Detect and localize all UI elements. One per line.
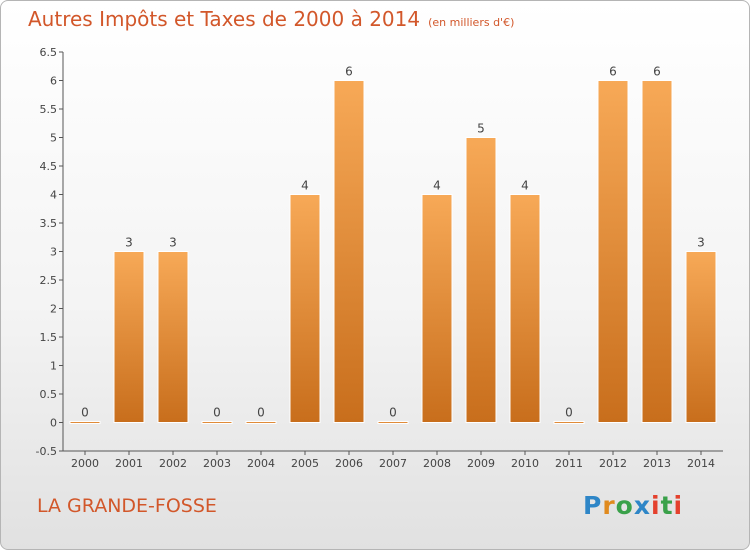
data-label: 0	[257, 406, 265, 420]
y-tick-label: 5.5	[40, 103, 58, 116]
logo-letter: o	[615, 491, 634, 520]
chart-title-group: Autres Impôts et Taxes de 2000 à 2014 (en…	[28, 7, 514, 31]
data-label: 3	[697, 236, 705, 250]
bar	[245, 421, 277, 424]
y-tick-label: 6.5	[40, 46, 58, 59]
x-tick-label: 2010	[511, 457, 539, 470]
data-label: 6	[653, 65, 661, 79]
x-tick-label: 2012	[599, 457, 627, 470]
bar	[113, 251, 145, 423]
x-tick-label: 2013	[643, 457, 671, 470]
y-tick-label: 3.5	[40, 217, 58, 230]
bar	[157, 251, 189, 423]
y-tick-label: 0	[50, 417, 57, 430]
commune-name: LA GRANDE-FOSSE	[37, 495, 217, 517]
x-tick-label: 2004	[247, 457, 275, 470]
logo-letter: P	[583, 491, 603, 520]
x-tick-label: 2011	[555, 457, 583, 470]
x-tick-label: 2014	[687, 457, 715, 470]
bar	[685, 251, 717, 423]
proxiti-logo: Proxiti	[583, 491, 683, 520]
chart-subtitle: (en milliers d'€)	[428, 16, 515, 29]
bar	[377, 421, 409, 424]
x-tick-label: 2007	[379, 457, 407, 470]
logo-letter: i	[673, 491, 684, 520]
bar	[553, 421, 585, 424]
data-label: 3	[125, 236, 133, 250]
data-label: 0	[565, 406, 573, 420]
data-label: 4	[301, 179, 309, 193]
bar	[509, 194, 541, 423]
chart-title: Autres Impôts et Taxes de 2000 à 2014	[28, 7, 421, 31]
x-tick-label: 2005	[291, 457, 319, 470]
data-label: 3	[169, 236, 177, 250]
bar	[289, 194, 321, 423]
data-label: 0	[81, 406, 89, 420]
bar	[421, 194, 453, 423]
data-label: 6	[345, 65, 353, 79]
y-tick-label: 4	[50, 189, 57, 202]
y-tick-label: 0.5	[40, 388, 58, 401]
bar	[201, 421, 233, 424]
x-tick-label: 2001	[115, 457, 143, 470]
y-tick-label: 6	[50, 75, 57, 88]
data-label: 0	[389, 406, 397, 420]
y-tick-label: 2.5	[40, 274, 58, 287]
y-tick-label: 1.5	[40, 331, 58, 344]
x-tick-label: 2000	[71, 457, 99, 470]
data-label: 6	[609, 65, 617, 79]
y-tick-label: 1	[50, 360, 57, 373]
data-label: 0	[213, 406, 221, 420]
logo-letter: r	[602, 491, 616, 520]
logo-letter: x	[633, 491, 651, 520]
x-tick-label: 2003	[203, 457, 231, 470]
y-tick-label: 4.5	[40, 160, 58, 173]
bar	[597, 80, 629, 423]
data-label: 5	[477, 122, 485, 136]
bar	[69, 421, 101, 424]
chart-axes: -0.5 0 0.5 1 1.5 2 2.5 3 3.5 4 4.5 5 5.5 6 6.5 2000 2001…	[36, 46, 723, 470]
y-tick-label: 2	[50, 303, 57, 316]
bar	[465, 137, 497, 423]
logo-letter: t	[660, 491, 674, 520]
x-tick-label: 2008	[423, 457, 451, 470]
y-tick-label: -0.5	[36, 445, 57, 458]
logo-letter: i	[651, 491, 661, 520]
chart-data-labels: 0 3 3 0 0 4 6 0 4 5 4 0 6 6 3	[81, 65, 705, 420]
y-tick-label: 3	[50, 246, 57, 259]
data-label: 4	[433, 179, 441, 193]
x-tick-label: 2009	[467, 457, 495, 470]
x-tick-label: 2006	[335, 457, 363, 470]
y-tick-label: 5	[50, 132, 57, 145]
bar	[333, 80, 365, 423]
x-tick-label: 2002	[159, 457, 187, 470]
bar	[641, 80, 673, 423]
data-label: 4	[521, 179, 529, 193]
chart-bars	[69, 80, 717, 424]
